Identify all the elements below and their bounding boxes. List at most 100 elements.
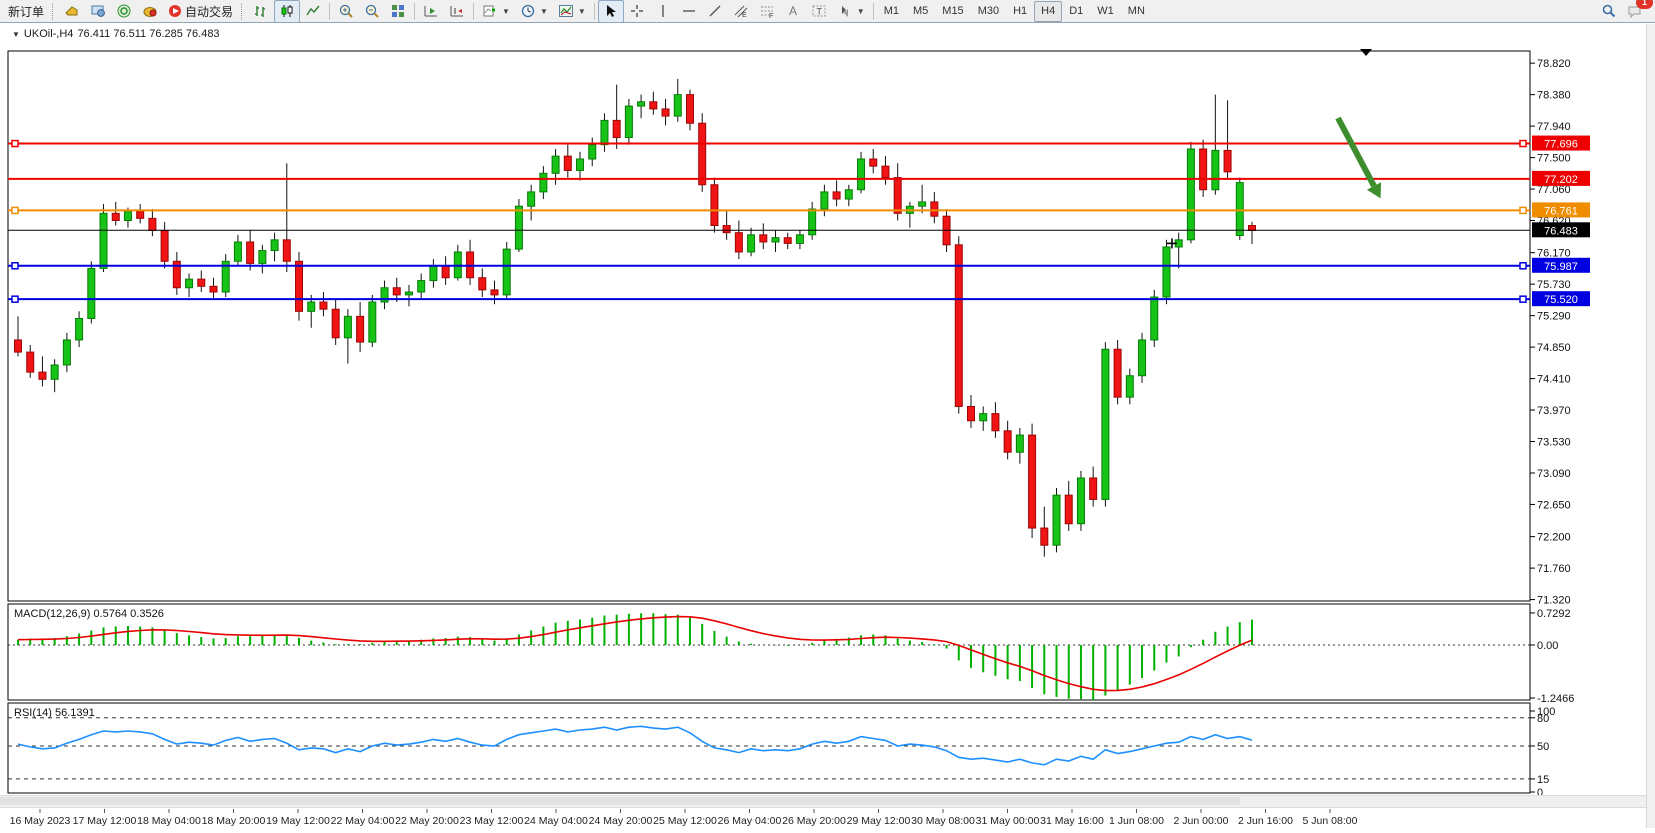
cursor-tool[interactable]	[597, 0, 624, 23]
svg-text:71.320: 71.320	[1537, 595, 1571, 607]
dropdown-caret: ▼	[539, 6, 548, 16]
vertical-scrollbar[interactable]	[1646, 24, 1655, 828]
svg-text:15: 15	[1537, 774, 1549, 786]
navigator-icon	[117, 4, 131, 18]
chevron-down-icon: ▼	[12, 29, 20, 39]
timeframe-MN[interactable]: MN	[1127, 4, 1145, 17]
vertical-line-tool[interactable]	[650, 0, 676, 23]
svg-text:74.850: 74.850	[1537, 342, 1571, 354]
autotrading-button[interactable]: 自动交易	[163, 0, 238, 23]
fibonacci-tool[interactable]: F	[754, 0, 780, 23]
timeframe-W1[interactable]: W1	[1097, 4, 1114, 17]
crosshair-tool[interactable]	[624, 0, 650, 23]
horizontal-scrollbar-thumb[interactable]	[0, 797, 1240, 805]
dropdown-caret: ▼	[577, 6, 586, 16]
svg-text:73.970: 73.970	[1537, 405, 1571, 417]
svg-text:19 May 12:00: 19 May 12:00	[266, 815, 330, 827]
timeframe-bar: M1 M5 M15 M30 H1 H4 D1 W1 MN	[877, 0, 1152, 22]
svg-text:26 May 20:00: 26 May 20:00	[782, 815, 846, 827]
svg-text:18 May 04:00: 18 May 04:00	[137, 815, 201, 827]
svg-text:2 Jun 00:00: 2 Jun 00:00	[1174, 815, 1229, 827]
text-icon: A	[789, 4, 797, 18]
search-icon	[1602, 4, 1616, 18]
svg-text:RSI(14) 56.1391: RSI(14) 56.1391	[14, 707, 95, 719]
navigator-button[interactable]	[111, 0, 137, 23]
svg-text:100: 100	[1537, 706, 1555, 718]
svg-text:5 Jun 08:00: 5 Jun 08:00	[1303, 815, 1358, 827]
candlestick-button[interactable]	[274, 0, 301, 23]
channel-tool[interactable]: E	[728, 0, 754, 23]
svg-text:18 May 20:00: 18 May 20:00	[202, 815, 266, 827]
dropdown-caret: ▼	[502, 6, 510, 16]
horizontal-line-tool[interactable]	[676, 0, 702, 23]
period-dropdown[interactable]: ▼	[515, 0, 553, 23]
crosshair-icon	[630, 5, 643, 17]
autotrading-label: 自动交易	[185, 4, 234, 19]
bar-chart-button[interactable]	[248, 0, 274, 23]
terminal-button[interactable]	[137, 0, 163, 23]
zoom-in-button[interactable]	[333, 0, 359, 23]
autotrading-icon	[169, 5, 182, 17]
dropdown-caret: ▼	[856, 6, 865, 16]
svg-text:0: 0	[1537, 787, 1543, 799]
svg-text:29 May 12:00: 29 May 12:00	[847, 815, 911, 827]
timeframe-H4[interactable]: H4	[1034, 0, 1063, 22]
text-label-tool[interactable]: T	[806, 0, 832, 23]
candlestick-icon	[281, 5, 293, 17]
indicators-dropdown[interactable]: ▼	[553, 0, 591, 23]
market-watch-icon	[91, 5, 105, 17]
toolbar-separator	[473, 2, 475, 20]
svg-text:74.410: 74.410	[1537, 374, 1571, 386]
svg-text:78.820: 78.820	[1537, 58, 1571, 70]
chart-plot-area[interactable]: 78.820 78.380 77.940 77.500 77.060 76.620 76.1…	[0, 24, 1655, 828]
svg-text:MACD(12,26,9) 0.5764 0.3526: MACD(12,26,9) 0.5764 0.3526	[14, 608, 164, 620]
toolbar-grip	[241, 2, 245, 20]
charts-button[interactable]	[59, 0, 85, 23]
svg-text:75.987: 75.987	[1544, 261, 1578, 273]
toolbar-grip	[52, 2, 56, 20]
terminal-icon	[143, 7, 157, 17]
chart-shift-button[interactable]	[444, 0, 470, 23]
svg-text:24 May 04:00: 24 May 04:00	[524, 815, 588, 827]
timeframe-M5[interactable]: M5	[913, 4, 929, 17]
toolbar-separator	[872, 2, 874, 20]
timeframe-D1[interactable]: D1	[1069, 4, 1084, 17]
chart-ohlc-values: 76.411 76.511 76.285 76.483	[77, 28, 220, 40]
svg-text:77.696: 77.696	[1544, 139, 1578, 151]
period-icon	[521, 4, 535, 18]
svg-text:73.090: 73.090	[1537, 468, 1571, 480]
line-chart-button[interactable]	[300, 0, 326, 23]
svg-text:T: T	[816, 7, 822, 17]
chart-symbol-period: UKOil-,H4	[23, 28, 74, 40]
text-label-icon: T	[812, 5, 826, 17]
arrows-dropdown[interactable]: ▼	[832, 0, 870, 23]
timeframe-M15[interactable]: M15	[942, 4, 964, 17]
svg-text:73.530: 73.530	[1537, 437, 1571, 449]
svg-text:76.761: 76.761	[1544, 205, 1578, 217]
bar-chart-icon	[255, 6, 266, 17]
market-watch-button[interactable]	[85, 0, 111, 23]
auto-scroll-icon	[424, 6, 438, 17]
line-chart-icon	[306, 5, 320, 16]
svg-text:77.500: 77.500	[1537, 153, 1571, 165]
trendline-icon	[709, 5, 721, 17]
search-button[interactable]	[1596, 0, 1622, 23]
timeframe-M30[interactable]: M30	[977, 4, 1000, 17]
timeframe-M1[interactable]: M1	[883, 4, 899, 17]
text-tool[interactable]: A	[780, 0, 806, 23]
notifications-button[interactable]: 1	[1622, 0, 1653, 23]
svg-text:75.520: 75.520	[1544, 294, 1578, 306]
auto-scroll-button[interactable]	[418, 0, 444, 23]
trendline-tool[interactable]	[702, 0, 728, 23]
svg-text:72.200: 72.200	[1537, 532, 1571, 544]
tile-windows-button[interactable]	[385, 0, 411, 23]
horizontal-scrollbar[interactable]	[0, 795, 1646, 808]
svg-text:76.170: 76.170	[1537, 248, 1571, 260]
timeframe-H1[interactable]: H1	[1013, 4, 1028, 17]
zoom-out-button[interactable]	[359, 0, 385, 23]
svg-text:31 May 00:00: 31 May 00:00	[976, 815, 1040, 827]
svg-text:1 Jun 08:00: 1 Jun 08:00	[1109, 815, 1164, 827]
svg-text:17 May 12:00: 17 May 12:00	[73, 815, 137, 827]
new-order-button[interactable]: 新订单	[3, 0, 49, 23]
new-chart-dropdown[interactable]: ▼	[477, 0, 515, 23]
